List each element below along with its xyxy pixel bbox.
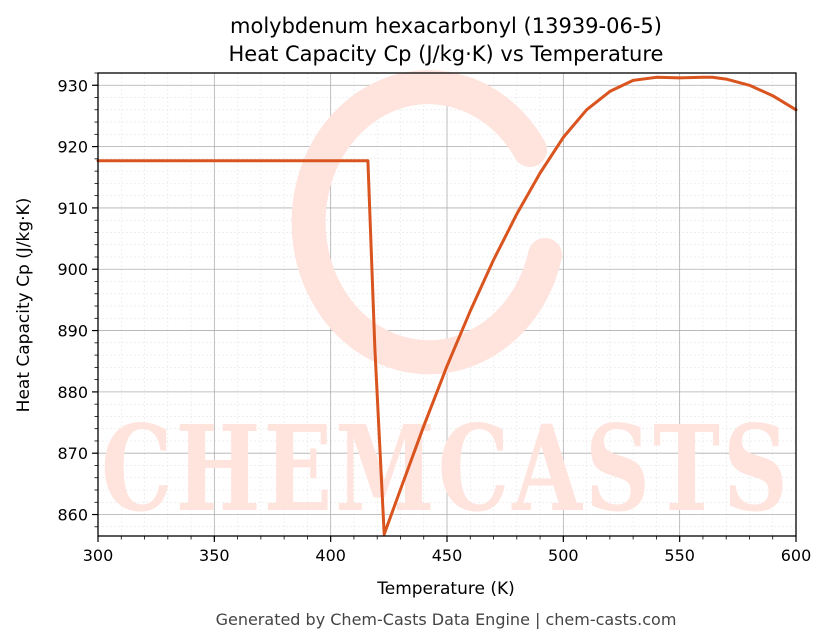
watermark-text: CHEMCASTS: [101, 399, 791, 538]
y-tick-label: 900: [57, 260, 88, 279]
y-tick-label: 920: [57, 138, 88, 157]
x-tick-label: 550: [664, 546, 695, 565]
plot-area: CHEMCASTS: [96, 70, 798, 538]
watermark-logo: CHEMCASTS: [101, 70, 791, 538]
y-axis: 860 870 880 890 900 910 920 930: [57, 72, 98, 528]
x-tick-label: 450: [432, 546, 463, 565]
series-line: [96, 75, 798, 536]
watermark-ring: [291, 70, 562, 375]
y-tick-label: 890: [57, 322, 88, 341]
x-axis-label: Temperature (K): [376, 579, 515, 599]
y-tick-label: 930: [57, 76, 88, 95]
y-tick-label: 860: [57, 506, 88, 525]
x-tick-label: 400: [315, 546, 346, 565]
x-tick-label: 500: [548, 546, 579, 565]
y-axis-label: Heat Capacity Cp (J/kg·K): [14, 198, 34, 413]
chart-subtitle: Heat Capacity Cp (J/kg·K) vs Temperature: [229, 42, 664, 66]
chart-title: molybdenum hexacarbonyl (13939-06-5): [230, 14, 662, 38]
x-tick-label: 350: [199, 546, 230, 565]
footer-credit: Generated by Chem-Casts Data Engine | ch…: [216, 610, 677, 629]
x-tick-label: 600: [781, 546, 812, 565]
x-axis: 300 350 400 450 500 550 600: [83, 536, 812, 565]
y-tick-label: 910: [57, 199, 88, 218]
y-tick-label: 870: [57, 444, 88, 463]
y-tick-label: 880: [57, 383, 88, 402]
x-tick-label: 300: [83, 546, 114, 565]
